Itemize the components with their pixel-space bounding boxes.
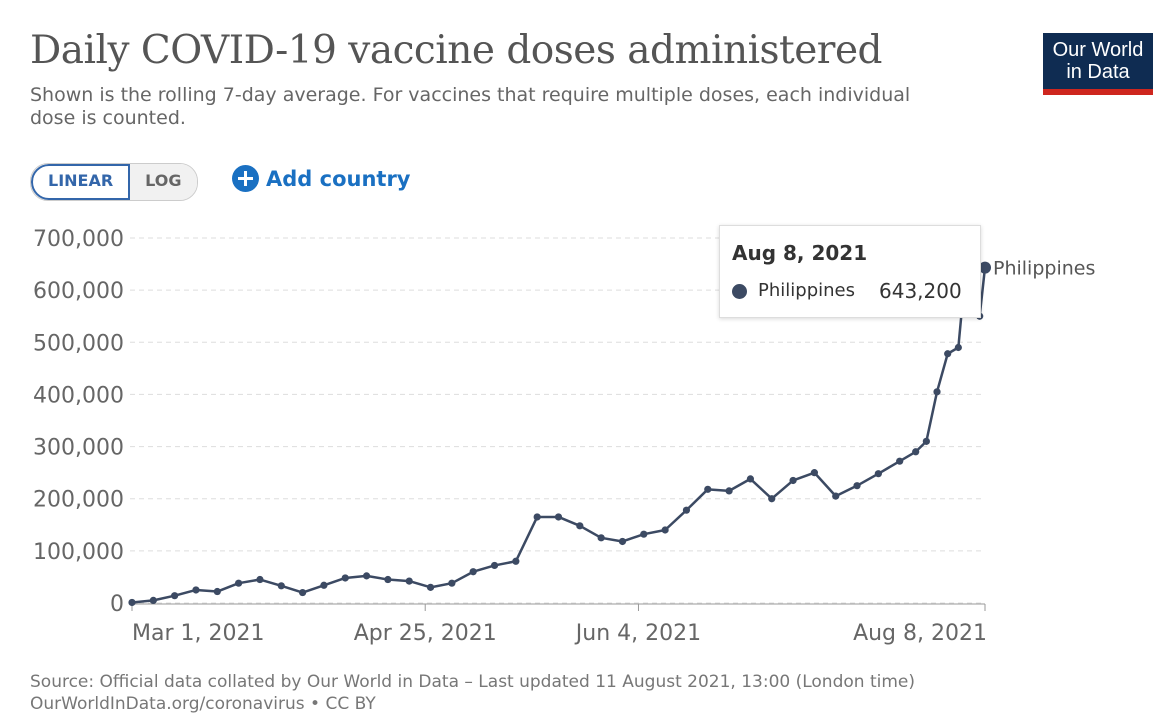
data-point xyxy=(832,492,840,500)
y-tick-label: 300,000 xyxy=(33,436,124,461)
license-note[interactable]: OurWorldInData.org/coronavirus • CC BY xyxy=(30,694,376,714)
data-point xyxy=(768,495,776,503)
add-country-label: Add country xyxy=(266,166,411,191)
data-point xyxy=(725,487,733,495)
y-tick-label: 500,000 xyxy=(33,331,124,356)
plus-circle-icon xyxy=(232,165,259,192)
data-point xyxy=(810,469,819,477)
data-point xyxy=(469,568,477,576)
data-point xyxy=(192,586,200,594)
y-tick-label: 400,000 xyxy=(33,383,124,408)
x-tick-label: Apr 25, 2021 xyxy=(354,621,497,646)
data-point xyxy=(746,475,755,483)
data-point xyxy=(853,482,861,490)
log-scale-button[interactable]: LOG xyxy=(130,164,197,200)
data-point xyxy=(341,574,349,582)
x-tick-label: Jun 4, 2021 xyxy=(574,621,701,646)
data-point xyxy=(922,437,930,445)
data-point xyxy=(277,582,285,590)
data-point xyxy=(704,485,712,493)
data-point xyxy=(954,343,962,352)
line-chart: 0 100,000 200,000 300,000 400,000 500,000 600,… xyxy=(33,227,1095,646)
data-point xyxy=(533,513,541,521)
data-point xyxy=(554,513,563,521)
data-point xyxy=(128,598,136,607)
data-point xyxy=(405,577,413,585)
y-tick-label: 700,000 xyxy=(33,227,124,252)
data-point xyxy=(149,596,157,604)
x-tick-label: Aug 8, 2021 xyxy=(853,621,987,646)
data-point xyxy=(789,476,797,485)
data-point xyxy=(448,579,456,587)
chart-subtitle: Shown is the rolling 7-day average. For … xyxy=(30,84,911,129)
data-point xyxy=(618,537,627,546)
data-point xyxy=(362,572,371,580)
data-point xyxy=(874,470,882,478)
tooltip-date: Aug 8, 2021 xyxy=(732,241,868,265)
linear-scale-button[interactable]: LINEAR xyxy=(31,164,131,200)
tooltip: Aug 8, 2021 Philippines 643,200 xyxy=(719,225,981,318)
data-point xyxy=(682,506,691,514)
data-point xyxy=(490,561,499,570)
data-point xyxy=(933,388,941,396)
highlighted-point xyxy=(979,261,991,274)
data-point xyxy=(896,457,904,465)
tooltip-series-dot xyxy=(732,284,747,299)
footer: Source: Official data collated by Our Wo… xyxy=(30,671,915,715)
tooltip-series-name: Philippines xyxy=(758,280,855,301)
scale-toggle: LINEAR LOG xyxy=(30,163,198,201)
logo-line-2: in Data xyxy=(1066,61,1130,83)
y-tick-label: 200,000 xyxy=(33,488,124,513)
logo-line-1: Our World xyxy=(1052,39,1144,61)
owid-logo[interactable]: Our World in Data xyxy=(1043,33,1153,95)
y-tick-label: 100,000 xyxy=(33,540,124,565)
y-tick-label: 600,000 xyxy=(33,279,124,304)
tooltip-value: 643,200 xyxy=(879,279,962,303)
data-point xyxy=(912,448,920,456)
source-note: Source: Official data collated by Our Wo… xyxy=(30,672,915,692)
data-point xyxy=(256,575,264,584)
data-point xyxy=(426,583,435,591)
chart-title: Daily COVID-19 vaccine doses administere… xyxy=(30,28,883,73)
y-tick-label: 0 xyxy=(110,592,124,617)
data-point xyxy=(320,581,328,589)
add-country-button[interactable]: Add country xyxy=(232,165,411,192)
data-point xyxy=(235,579,243,587)
data-point xyxy=(944,350,952,358)
data-point xyxy=(661,526,669,534)
series-end-label: Philippines xyxy=(993,258,1095,280)
data-point xyxy=(384,575,392,584)
data-point xyxy=(299,588,307,597)
x-tick-label: Mar 1, 2021 xyxy=(132,621,264,646)
data-point xyxy=(213,587,221,596)
data-point xyxy=(171,592,179,600)
data-point xyxy=(640,530,648,538)
data-point xyxy=(576,522,584,530)
data-point xyxy=(512,557,520,565)
data-point xyxy=(597,534,605,542)
